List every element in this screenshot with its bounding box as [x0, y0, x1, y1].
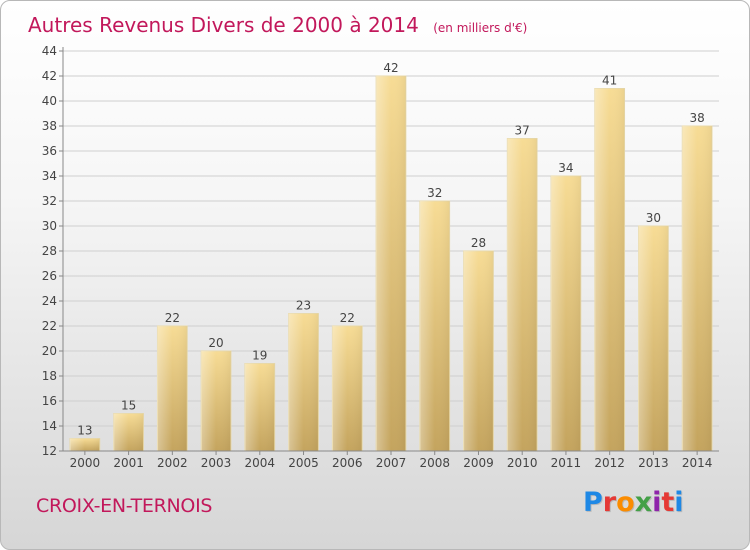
y-tick-label: 14	[42, 419, 57, 433]
value-label-2011: 34	[558, 161, 573, 175]
value-label-2012: 41	[602, 74, 617, 88]
value-label-2008: 32	[427, 186, 442, 200]
bar-sheen-2012	[594, 88, 625, 451]
bar-sheen-2013	[638, 226, 669, 451]
chart-title-main: Autres Revenus Divers de 2000 à 2014	[28, 13, 419, 37]
x-tick-label-2006: 2006	[332, 456, 363, 470]
x-tick-label-2001: 2001	[113, 456, 144, 470]
x-tick-label-2000: 2000	[70, 456, 101, 470]
bar-sheen-2000	[69, 438, 100, 451]
value-labels: 13 15 22 20 19 23 22 42 32 28 37 34 41 30 38	[77, 61, 705, 438]
y-tick-label: 26	[42, 269, 57, 283]
value-label-2004: 19	[252, 349, 267, 363]
x-tick-label-2012: 2012	[594, 456, 625, 470]
value-label-2003: 20	[208, 336, 223, 350]
y-axis-ticks: 12 14 16 18 20 22 24 26 28 30 32 34 36 38 40 42 44	[42, 44, 63, 458]
bar-sheen-2006	[332, 326, 363, 451]
y-tick-label: 36	[42, 144, 57, 158]
logo-letter: t	[661, 487, 675, 518]
y-tick-label: 30	[42, 219, 57, 233]
x-tick-label-2004: 2004	[245, 456, 276, 470]
y-tick-label: 38	[42, 119, 57, 133]
x-tick-label-2013: 2013	[638, 456, 669, 470]
value-label-2000: 13	[77, 424, 92, 438]
y-tick-label: 16	[42, 394, 57, 408]
value-label-2007: 42	[383, 61, 398, 75]
bars	[69, 75, 713, 452]
x-tick-label-2014: 2014	[682, 456, 713, 470]
y-tick-label: 28	[42, 244, 57, 258]
value-label-2014: 38	[689, 111, 704, 125]
bar-sheen-2002	[157, 326, 188, 451]
x-tick-label-2008: 2008	[419, 456, 450, 470]
logo-letter: r	[602, 487, 617, 518]
x-tick-label-2002: 2002	[157, 456, 188, 470]
bar-sheen-2009	[463, 251, 494, 451]
logo-letter: i	[652, 487, 662, 518]
bar-sheen-2010	[507, 138, 538, 451]
bar-sheen-2005	[288, 313, 319, 451]
x-tick-label-2005: 2005	[288, 456, 319, 470]
bar-sheen-2014	[682, 126, 713, 451]
y-tick-label: 42	[42, 69, 57, 83]
commune-name: CROIX-EN-TERNOIS	[36, 495, 213, 517]
value-label-2009: 28	[471, 236, 486, 250]
value-label-2005: 23	[296, 299, 311, 313]
chart-title-unit: (en milliers d'€)	[433, 21, 527, 35]
value-label-2013: 30	[646, 211, 661, 225]
value-label-2002: 22	[165, 311, 180, 325]
bar-sheen-2003	[201, 351, 231, 451]
bar-sheen-2011	[551, 176, 581, 451]
y-tick-label: 44	[42, 44, 57, 58]
y-tick-label: 20	[42, 344, 57, 358]
proxiti-logo: Proxiti	[583, 487, 684, 518]
x-tick-label-2011: 2011	[551, 456, 582, 470]
y-tick-label: 24	[42, 294, 57, 308]
bar-sheen-2004	[244, 363, 275, 451]
y-tick-label: 22	[42, 319, 57, 333]
value-label-2006: 22	[340, 311, 355, 325]
x-tick-label-2003: 2003	[201, 456, 232, 470]
x-tick-label-2010: 2010	[507, 456, 538, 470]
bar-sheen-2007	[376, 76, 406, 451]
value-label-2001: 15	[121, 399, 136, 413]
x-tick-label-2009: 2009	[463, 456, 494, 470]
bar-sheen-2001	[113, 413, 144, 451]
axes	[62, 47, 719, 452]
x-axis-ticks: 2000 2001 2002 2003 2004 2005 2006 2007 2008 2009…	[70, 451, 713, 470]
y-tick-label: 12	[42, 444, 57, 458]
logo-letter: i	[674, 487, 684, 518]
x-tick-label-2007: 2007	[376, 456, 407, 470]
y-tick-label: 18	[42, 369, 57, 383]
bar-sheen-2008	[419, 201, 450, 451]
value-label-2010: 37	[515, 124, 530, 138]
chart-title: Autres Revenus Divers de 2000 à 2014 (en…	[28, 13, 527, 37]
logo-letter: P	[583, 487, 603, 518]
y-tick-label: 32	[42, 194, 57, 208]
logo-letter: o	[616, 487, 635, 518]
y-tick-label: 40	[42, 94, 57, 108]
logo-letter: x	[634, 487, 653, 518]
y-tick-label: 34	[42, 169, 57, 183]
